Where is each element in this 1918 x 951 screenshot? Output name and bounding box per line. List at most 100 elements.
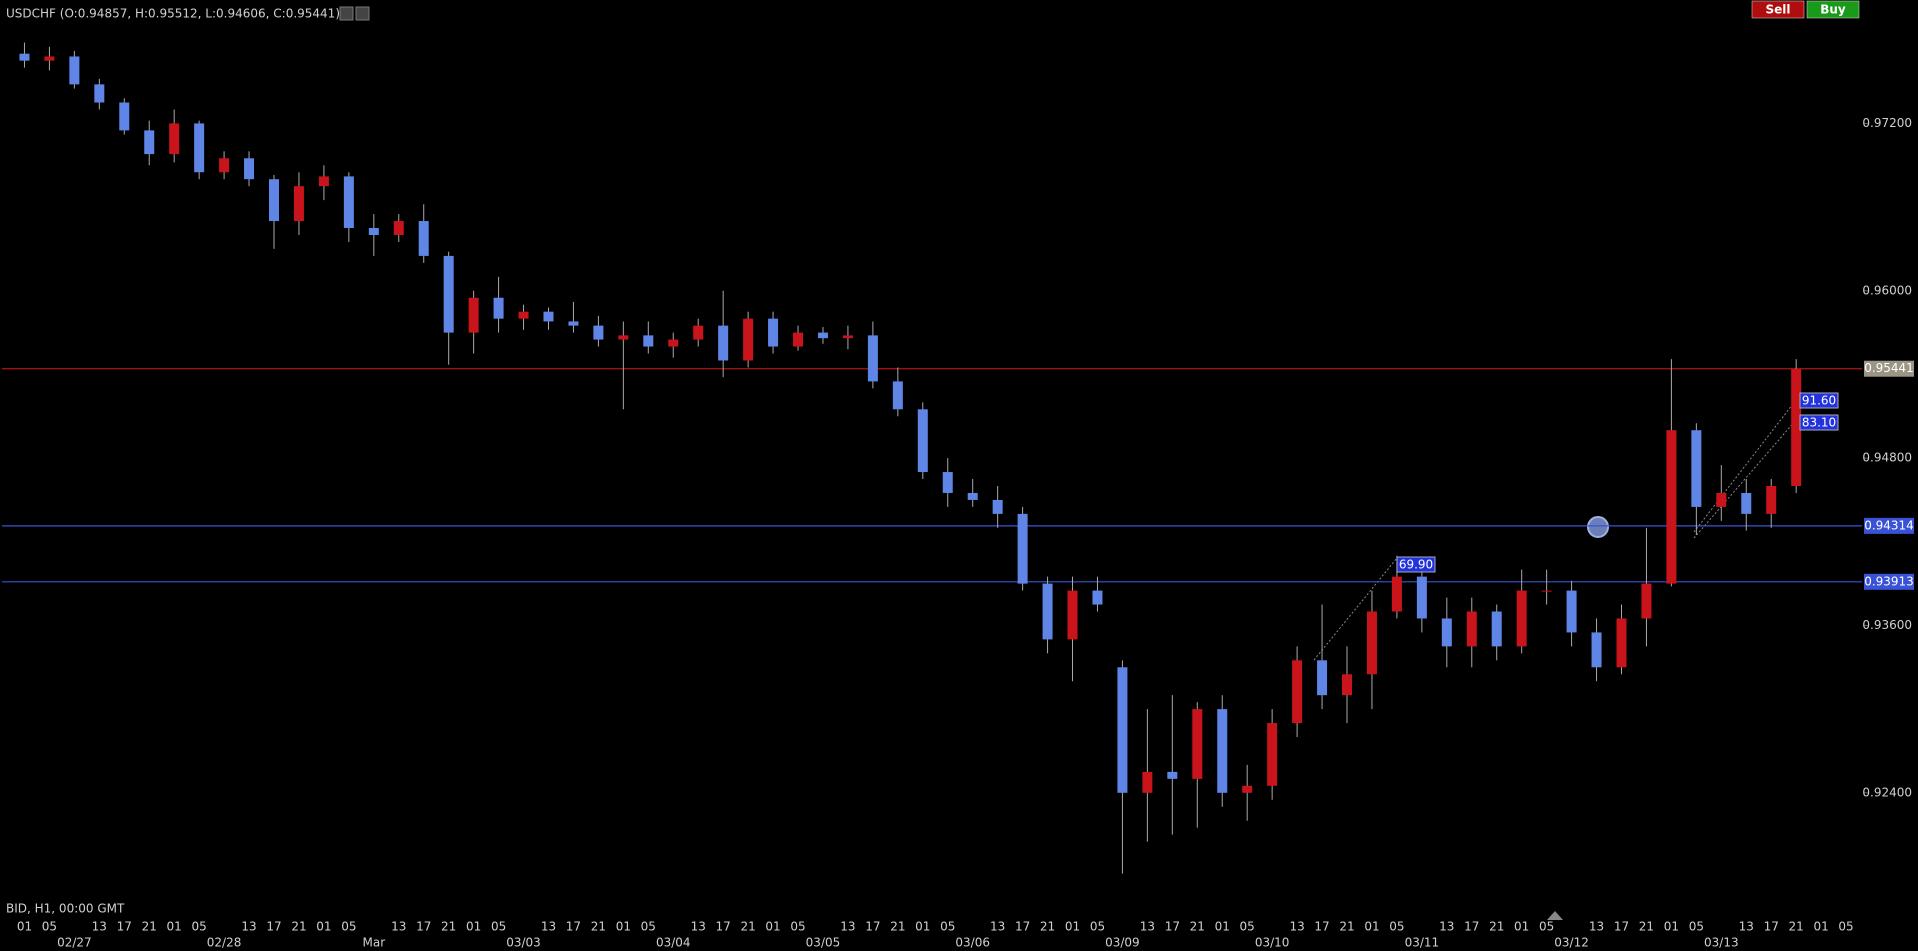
candle-body [418,221,429,256]
candle-body [1042,583,1053,640]
candle-body [1716,492,1727,507]
annotation-box [1799,392,1839,409]
candle-body [1317,660,1328,696]
candle-body [1067,590,1078,640]
x-tick-label: 17 [1015,920,1030,934]
candle-body [693,325,704,340]
candle-body [1217,709,1228,793]
trade-button-label[interactable]: Sell [1765,3,1790,17]
x-tick-label: 17 [266,920,281,934]
candle-body [119,102,130,131]
candle-body [1516,590,1527,647]
x-tick-label: 17 [1764,920,1779,934]
x-tick-label: 21 [1339,920,1354,934]
candle-body [368,228,379,235]
x-tick-label: 21 [142,920,157,934]
x-tick-label: 01 [316,920,331,934]
candle-body [493,297,504,319]
settings-icon[interactable] [339,6,354,21]
x-tick-label: 05 [341,920,356,934]
candle-body [568,321,579,326]
x-tick-label: 01 [1813,920,1828,934]
x-tick-label: 01 [915,920,930,934]
date-label: 03/10 [1255,936,1290,950]
candle-body [1791,368,1802,486]
anchor-handle[interactable] [1587,516,1609,538]
candle-body [1541,590,1552,592]
date-label: Mar [362,936,385,950]
candle-body [1591,632,1602,668]
candle-body [518,311,529,319]
candle-body [343,176,354,229]
trade-button-label[interactable]: Buy [1820,3,1846,17]
x-tick-label: 13 [840,920,855,934]
y-tick-label: 0.97200 [1862,116,1912,130]
candle-body [1416,576,1427,619]
candle-body [743,318,754,361]
x-tick-label: 13 [990,920,1005,934]
candle-body [318,176,329,187]
candle-body [269,179,279,222]
price-tag [1864,360,1914,377]
trend-line [1693,419,1797,539]
candle-body [244,158,255,180]
candle-body [793,332,804,347]
x-tick-label: 17 [1464,920,1479,934]
date-label: 03/09 [1105,936,1140,950]
x-tick-label: 13 [1289,920,1304,934]
trade-button[interactable] [1751,0,1805,19]
price-tag-label: 0.94314 [1864,518,1914,532]
candle-body [468,297,479,333]
candle-body [718,325,729,361]
candle-body [1292,660,1303,724]
scroll-marker[interactable] [1547,911,1563,920]
candle-body [169,123,180,155]
chart-subtitle: BID, H1, 00:00 GMT [6,902,125,916]
price-tag [1864,573,1914,590]
x-tick-label: 21 [740,920,755,934]
trade-button[interactable] [1806,0,1860,19]
candle-body [1192,709,1203,779]
date-label: 03/05 [806,936,841,950]
candle-body [992,499,1003,514]
chart-title: USDCHF (O:0.94857, H:0.95512, L:0.94606,… [6,7,340,21]
x-tick-label: 05 [641,920,656,934]
candle-body [1366,611,1377,675]
x-tick-label: 17 [1314,920,1329,934]
candle-body [543,311,554,322]
x-tick-label: 05 [1539,920,1554,934]
candle-body [942,472,953,493]
candle-body [867,335,878,382]
annotation-label: 83.10 [1802,416,1836,430]
date-label: 03/06 [955,936,990,950]
x-tick-label: 05 [1090,920,1105,934]
candle-body [643,335,654,347]
candle-body [443,255,454,333]
candle-body [1466,611,1477,647]
candle-body [618,335,629,340]
date-label: 03/12 [1554,936,1589,950]
date-label: 02/27 [57,936,92,950]
date-label: 03/04 [656,936,691,950]
x-tick-label: 21 [1789,920,1804,934]
x-tick-label: 13 [391,920,406,934]
x-tick-label: 05 [790,920,805,934]
price-tag-label: 0.95441 [1864,361,1914,375]
x-tick-label: 13 [691,920,706,934]
x-tick-label: 01 [466,920,481,934]
x-tick-label: 21 [890,920,905,934]
candle-body [842,335,853,339]
settings-icon[interactable] [355,6,370,21]
x-tick-label: 13 [1589,920,1604,934]
price-tag [1864,517,1914,534]
x-tick-label: 13 [241,920,256,934]
candle-body [1616,618,1627,668]
x-tick-label: 13 [1739,920,1754,934]
date-label: 02/28 [207,936,242,950]
candle-body [1491,611,1502,647]
date-label: 03/11 [1405,936,1440,950]
candle-body [1566,590,1577,633]
candle-body [1142,771,1153,793]
